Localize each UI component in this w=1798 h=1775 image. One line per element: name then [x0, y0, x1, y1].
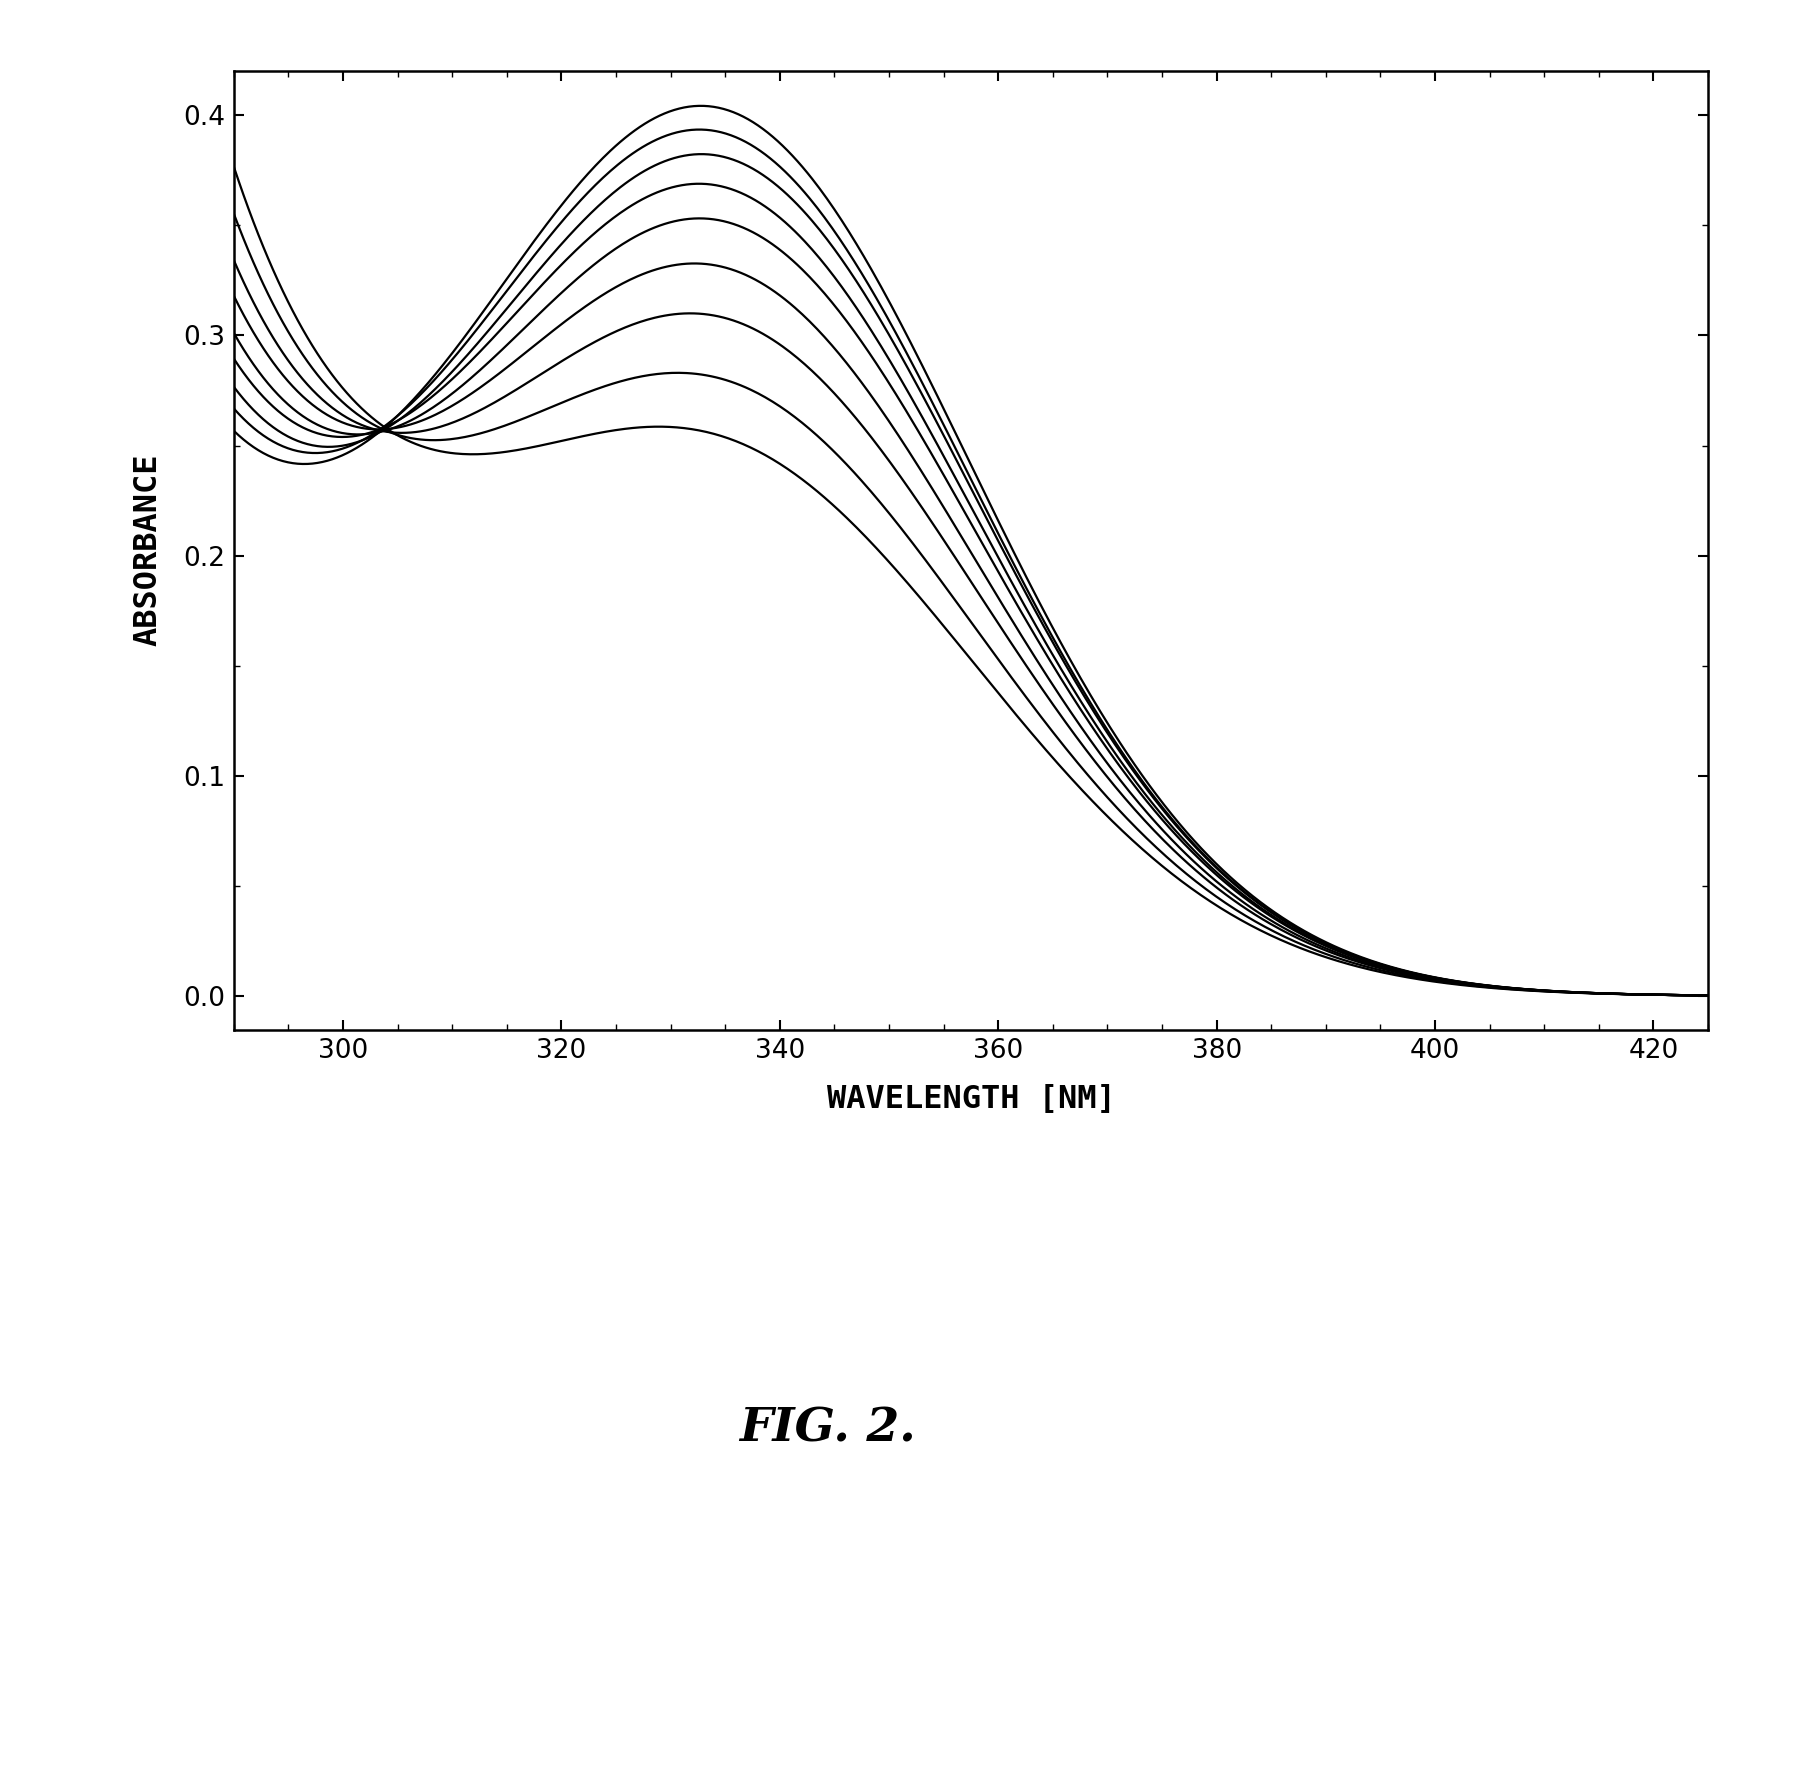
Text: FIG. 2.: FIG. 2. — [739, 1406, 915, 1452]
X-axis label: WAVELENGTH [NM]: WAVELENGTH [NM] — [827, 1083, 1115, 1115]
Y-axis label: ABSORBANCE: ABSORBANCE — [133, 454, 164, 646]
